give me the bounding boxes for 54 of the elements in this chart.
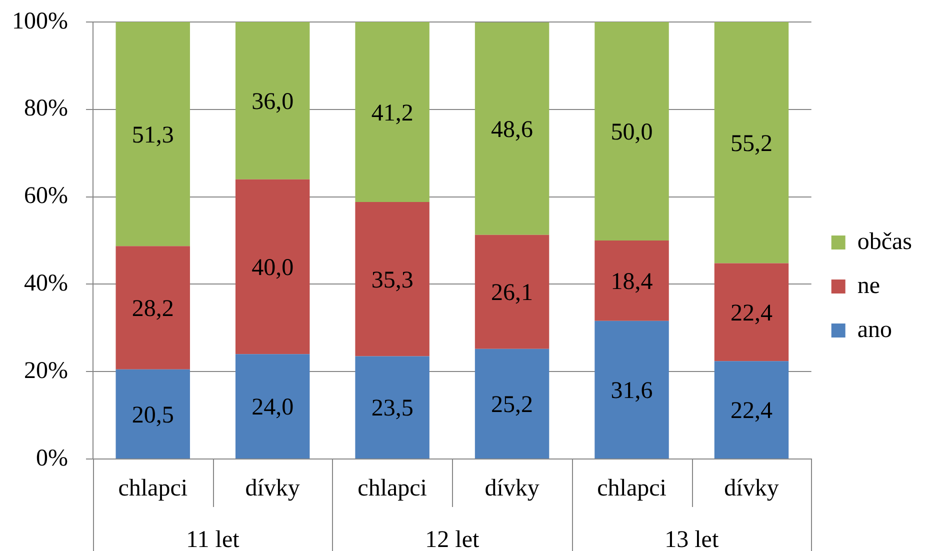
bar: [594, 240, 669, 321]
data-label: 22,4: [730, 398, 772, 424]
data-label: 48,6: [491, 116, 534, 143]
data-label: 26,1: [491, 280, 534, 306]
y-tick-label: 0%: [36, 445, 68, 472]
data-label: 41,2: [371, 100, 414, 126]
legend-label: ne: [857, 272, 880, 299]
data-label: 55,2: [730, 130, 772, 157]
legend-label: občas: [857, 228, 912, 255]
bar: [474, 234, 550, 349]
bar: [594, 320, 669, 458]
bar: [474, 348, 550, 458]
data-label: 22,4: [730, 300, 772, 326]
data-label: 24,0: [252, 394, 294, 421]
bar: [355, 22, 430, 202]
data-label: 23,5: [371, 396, 414, 422]
x-tick-label: dívky: [245, 476, 300, 502]
data-label: 28,2: [132, 296, 174, 322]
text: 12 let: [425, 527, 480, 551]
data-label: 36,0: [252, 88, 294, 115]
data-label: 20,5: [132, 402, 174, 428]
data-label: 51,3: [132, 122, 174, 148]
bar: [714, 263, 789, 362]
bar: [235, 22, 310, 180]
y-tick-label: 60%: [24, 183, 68, 210]
data-label: 50,0: [610, 120, 653, 146]
data-label: 25,2: [491, 392, 534, 418]
bar: [714, 22, 789, 264]
text: 13 let: [664, 527, 719, 551]
text: 11 let: [186, 527, 240, 551]
y-tick-label: 80%: [24, 96, 68, 122]
x-tick-label: dívky: [484, 476, 540, 502]
x-tick-label: chlapci: [358, 476, 428, 502]
legend-label: ano: [857, 316, 892, 343]
data-label: 18,4: [610, 269, 653, 295]
data-label: 35,3: [371, 267, 414, 294]
bar: [116, 369, 190, 458]
bar: [116, 246, 190, 370]
x-tick-label: chlapci: [118, 476, 188, 502]
bar: [355, 356, 430, 458]
data-label: 31,6: [610, 378, 653, 404]
bar: [235, 179, 310, 354]
bar: [474, 22, 550, 235]
bar: [355, 202, 430, 356]
y-tick-label: 100%: [12, 8, 68, 34]
y-tick-label: 20%: [24, 358, 68, 384]
x-tick-label: dívky: [724, 476, 779, 502]
y-tick-label: 40%: [24, 270, 68, 296]
bar: [235, 354, 310, 458]
x-tick-label: chlapci: [597, 476, 667, 502]
data-label: 40,0: [252, 255, 294, 282]
bar: [594, 22, 669, 240]
bar: [116, 22, 190, 246]
bar: [714, 361, 789, 458]
